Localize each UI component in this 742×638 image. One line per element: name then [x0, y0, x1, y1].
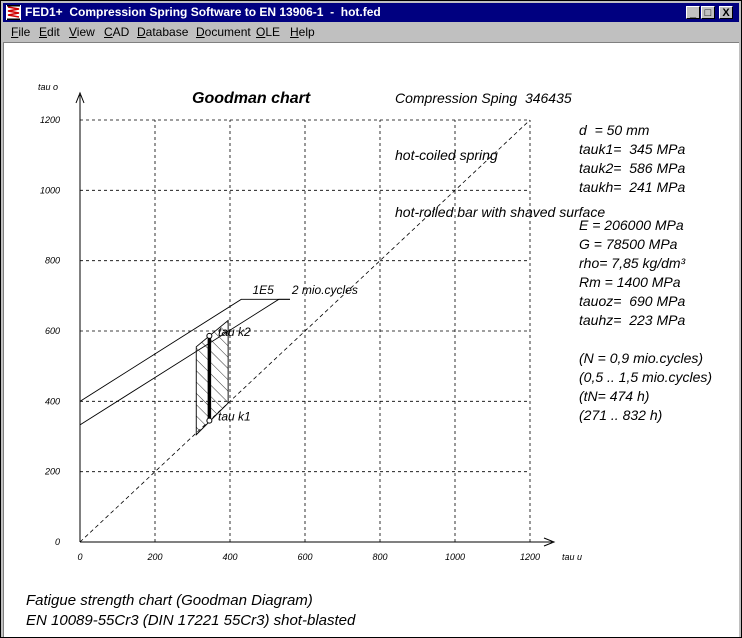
close-button[interactable]: X — [719, 6, 733, 19]
y-tick-label: 800 — [45, 256, 60, 266]
chart-title: Goodman chart — [192, 90, 311, 107]
menu-file[interactable]: File — [11, 25, 31, 39]
y-tick-label: 0 — [55, 537, 60, 547]
spring-type: hot-coiled spring — [395, 147, 498, 163]
property-line: (tN= 474 h) — [579, 388, 650, 404]
series-line-1e5 — [79, 298, 290, 402]
property-line: taukh= 241 MPa — [579, 179, 686, 195]
chart-annotation: tau k2 — [218, 325, 251, 339]
y-tick-label: 1200 — [40, 115, 60, 125]
x-tick-label: 1200 — [520, 552, 540, 562]
point-tau-k2 — [206, 332, 213, 339]
property-line: d = 50 mm — [579, 122, 650, 138]
y-tick-label: 1000 — [40, 185, 60, 195]
spring-app-icon — [6, 5, 21, 20]
y-tick-label: 200 — [44, 467, 60, 477]
x-tick-label: 0 — [77, 552, 82, 562]
property-line: rho= 7,85 kg/dm³ — [579, 255, 686, 271]
property-line: tauoz= 690 MPa — [579, 293, 686, 309]
property-line: tauhz= 223 MPa — [579, 312, 686, 328]
chart-caption: Fatigue strength chart (Goodman Diagram) — [26, 592, 313, 609]
window-title: FED1+ Compression Spring Software to EN … — [25, 5, 381, 19]
chart-annotation: 2 mio.cycles — [291, 283, 358, 297]
property-line: tauk2= 586 MPa — [579, 160, 686, 176]
chart-annotation: tau k1 — [218, 410, 251, 424]
x-axis-arrow — [543, 537, 556, 547]
material-caption: EN 10089-55Cr3 (DIN 17221 55Cr3) shot-bl… — [26, 612, 356, 629]
property-line — [579, 197, 712, 216]
property-line: (271 .. 832 h) — [579, 407, 663, 423]
spring-name: Compression Sping 346435 — [395, 90, 572, 106]
title-bar[interactable]: FED1+ Compression Spring Software to EN … — [3, 3, 739, 22]
point-tau-k1 — [206, 417, 213, 424]
y-tick-label: 600 — [45, 326, 60, 336]
x-tick-label: 1000 — [445, 552, 465, 562]
chart-annotation: 1E5 — [253, 283, 275, 297]
spring-material-form: hot-rolled bar with shaved surface — [395, 204, 606, 220]
property-line: tauk1= 345 MPa — [579, 141, 686, 157]
x-tick-label: 200 — [146, 552, 162, 562]
property-line: G = 78500 MPa — [579, 236, 678, 252]
diagonal-line — [79, 119, 531, 543]
maximize-button[interactable]: □ — [701, 6, 715, 19]
document-area: Compression Sping 346435 hot-coiled spri… — [3, 42, 739, 637]
y-axis-label: tau o — [38, 82, 58, 92]
property-line: E = 206000 MPa — [579, 217, 684, 233]
y-tick-label: 400 — [45, 396, 60, 406]
maximize-icon: □ — [704, 7, 712, 19]
property-line: Rm = 1400 MPa — [579, 274, 681, 290]
property-line: (0,5 .. 1,5 mio.cycles) — [579, 369, 713, 385]
menu-database[interactable]: Database — [137, 25, 189, 39]
menu-view[interactable]: View — [69, 25, 95, 39]
close-icon: X — [722, 7, 730, 19]
minimize-button[interactable]: _ — [686, 6, 700, 19]
spring-header: Compression Sping 346435 hot-coiled spri… — [395, 51, 605, 260]
y-axis-arrow — [75, 91, 85, 104]
menu-bar: File Edit View CAD Database Document OLE… — [3, 23, 739, 41]
menu-ole[interactable]: OLE — [256, 25, 281, 39]
x-tick-label: 800 — [372, 552, 387, 562]
spring-properties: d = 50 mm tauk1= 345 MPa tauk2= 586 MPa tau… — [579, 121, 712, 425]
property-line — [579, 330, 712, 349]
menu-help[interactable]: Help — [290, 25, 315, 39]
x-axis-label: tau u — [562, 552, 582, 562]
x-tick-label: 400 — [222, 552, 237, 562]
property-line: (N = 0,9 mio.cycles) — [579, 350, 704, 366]
menu-document[interactable]: Document — [196, 25, 251, 39]
minimize-icon: _ — [689, 7, 697, 19]
x-tick-label: 600 — [297, 552, 312, 562]
goodman-chart: 0 200 400 600 800 1000 1200 0 200 400 600 800 1000 12… — [38, 82, 582, 562]
menu-cad[interactable]: CAD — [104, 25, 130, 39]
series-line-2mio — [79, 298, 290, 426]
menu-edit[interactable]: Edit — [39, 25, 60, 39]
operating-range-hatch — [195, 319, 229, 436]
